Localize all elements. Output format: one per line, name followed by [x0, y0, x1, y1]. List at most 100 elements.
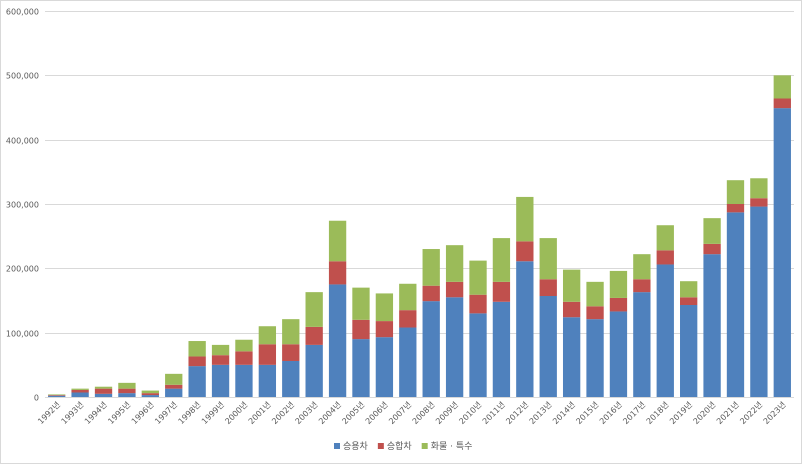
bar-segment: [165, 388, 183, 397]
x-tick-label: 1993년: [59, 399, 86, 426]
bar-segment: [726, 212, 745, 397]
bar-segment: [586, 281, 604, 307]
bar-segment: [422, 249, 440, 286]
bar-segment: [305, 344, 323, 397]
bar-segment: [352, 319, 370, 340]
bar-segment: [539, 238, 557, 280]
x-tick-label: 2023년: [761, 399, 788, 426]
bar-segment: [562, 317, 581, 397]
bar-segment: [48, 395, 66, 397]
bar-segment: [165, 384, 183, 389]
y-tick-label: 300,000: [6, 201, 39, 210]
bar-segment: [94, 388, 113, 394]
x-tick-label: 1992년: [35, 399, 62, 426]
bar-segment: [609, 270, 628, 298]
bar-segment: [656, 225, 674, 251]
y-tick-label: 600,000: [6, 8, 39, 17]
bar-segment: [562, 301, 581, 318]
x-tick-label: 2018년: [644, 399, 671, 426]
bar-segment: [609, 297, 628, 312]
bar-segment: [71, 388, 89, 390]
x-tick-label: 2022년: [738, 399, 765, 426]
legend-label: 화물 · 특수: [431, 441, 473, 452]
bar-segment: [422, 285, 440, 302]
bar-segment: [703, 254, 721, 397]
bars: [48, 75, 791, 397]
bar-segment: [399, 283, 417, 311]
x-tick-label: 2009년: [433, 399, 460, 426]
legend-swatch: [421, 443, 428, 449]
bar-segment: [656, 250, 674, 265]
bar-segment: [211, 355, 230, 365]
bar-segment: [375, 321, 394, 338]
bar-segment: [633, 254, 651, 280]
bar-segment: [633, 279, 651, 293]
bar-segment: [118, 393, 136, 397]
bar-segment: [188, 356, 206, 367]
x-tick-label: 2011년: [480, 399, 507, 426]
bar-segment: [211, 344, 230, 356]
bar-segment: [492, 281, 511, 302]
bar-segment: [539, 279, 557, 296]
x-tick-label: 1998년: [176, 399, 203, 426]
x-tick-label: 2001년: [246, 399, 273, 426]
y-axis: 0 100,000 200,000 300,000 400,000 500,000 600,…: [6, 8, 39, 403]
x-tick-label: 2003년: [293, 399, 320, 426]
x-tick-label: 2006년: [363, 399, 390, 426]
bar-segment: [656, 264, 674, 397]
bar-segment: [282, 360, 300, 397]
bar-segment: [188, 366, 206, 397]
bar-segment: [516, 196, 534, 242]
bar-segment: [165, 373, 183, 385]
bar-segment: [750, 178, 768, 199]
bar-segment: [516, 261, 534, 397]
bar-segment: [586, 319, 604, 397]
bar-segment: [492, 301, 511, 397]
bar-segment: [469, 294, 487, 314]
bar-segment: [773, 98, 791, 109]
x-tick-label: 1994년: [82, 399, 109, 426]
bar-segment: [328, 284, 347, 397]
legend-label: 승용차: [343, 440, 369, 452]
x-tick-label: 2014년: [550, 399, 577, 426]
bar-segment: [305, 326, 323, 345]
x-tick-label: 1999년: [199, 399, 226, 426]
bar-segment: [258, 326, 277, 345]
bar-segment: [562, 269, 581, 302]
x-tick-label: 2000년: [223, 399, 250, 426]
bar-segment: [773, 75, 791, 99]
bar-segment: [445, 281, 464, 298]
bar-segment: [399, 327, 417, 397]
grid-lines: [45, 11, 794, 398]
bar-segment: [445, 245, 464, 282]
bar-segment: [258, 344, 277, 365]
bar-segment: [445, 297, 464, 397]
legend: 승용차 승합차 화물 · 특수: [334, 440, 472, 452]
x-tick-label: 2019년: [667, 399, 694, 426]
y-tick-label: 200,000: [6, 265, 39, 274]
bar-segment: [235, 339, 253, 352]
bar-segment: [141, 393, 159, 396]
bar-segment: [726, 204, 745, 213]
bar-segment: [750, 198, 768, 207]
bar-segment: [539, 296, 557, 397]
x-tick-label: 1996년: [129, 399, 156, 426]
bar-segment: [703, 218, 721, 244]
legend-swatch: [377, 443, 384, 449]
bar-segment: [680, 281, 698, 298]
bar-segment: [141, 390, 159, 394]
bar-segment: [48, 394, 66, 396]
x-tick-label: 2010년: [457, 399, 484, 426]
bar-segment: [235, 364, 253, 397]
bar-segment: [352, 339, 370, 397]
x-tick-label: 2012년: [504, 399, 531, 426]
bar-segment: [492, 238, 511, 282]
x-tick-label: 2021년: [714, 399, 741, 426]
bar-segment: [118, 382, 136, 389]
bar-segment: [773, 108, 791, 397]
bar-segment: [375, 293, 394, 322]
x-tick-label: 2013년: [527, 399, 554, 426]
bar-segment: [399, 310, 417, 328]
